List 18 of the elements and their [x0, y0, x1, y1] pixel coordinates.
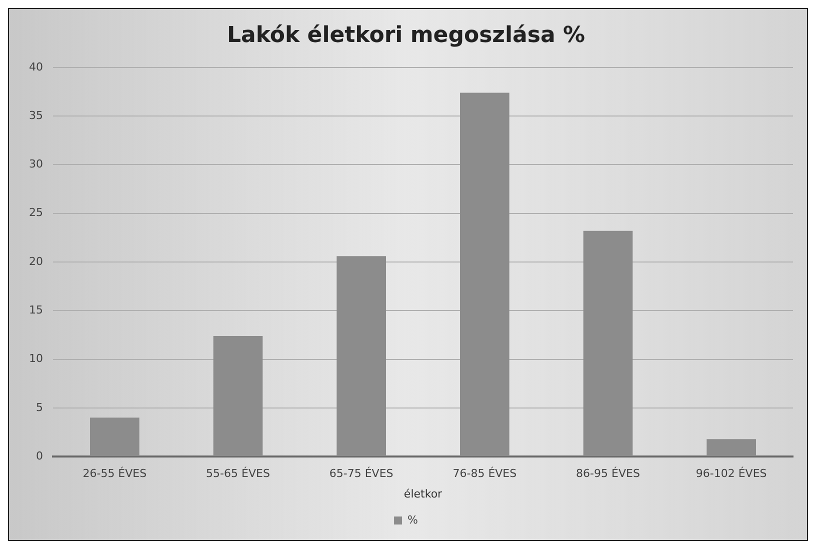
x-tick-label: 96-102 ÉVES	[696, 466, 767, 480]
x-tick-label: 55-65 ÉVES	[206, 466, 270, 480]
y-tick-label: 20	[28, 254, 43, 268]
x-axis-title: életkor	[404, 487, 443, 500]
y-tick-label: 25	[28, 206, 43, 220]
y-tick-label: 30	[28, 158, 43, 171]
y-tick-label: 40	[28, 60, 43, 74]
x-tick-label: 65-75 ÉVES	[329, 466, 394, 480]
y-tick-label: 10	[28, 352, 43, 366]
y-tick-label: 15	[28, 304, 43, 317]
x-tick-label: 76-85 ÉVES	[452, 466, 517, 480]
y-tick-label: 0	[36, 449, 43, 462]
y-tick-label: 5	[36, 400, 43, 414]
chart-title: Lakók életkori megoszlása %	[226, 22, 586, 48]
x-tick-label: 26-55 ÉVES	[82, 466, 147, 480]
y-tick-label: 35	[28, 108, 43, 122]
legend-label: %	[408, 513, 418, 526]
x-tick-label: 86-95 ÉVES	[576, 466, 640, 480]
